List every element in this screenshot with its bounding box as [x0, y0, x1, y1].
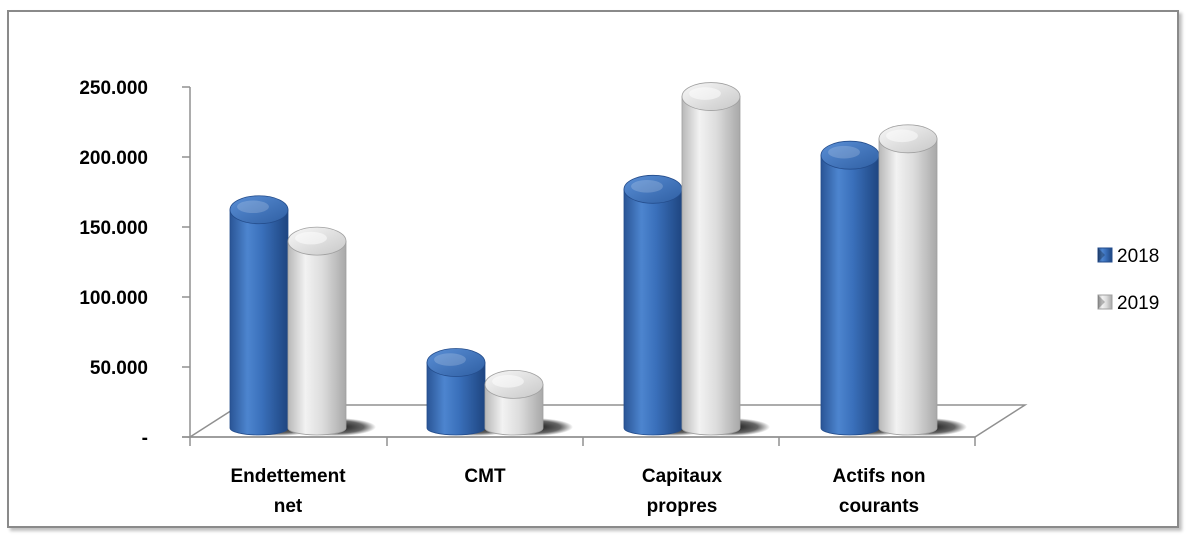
chart-frame [7, 10, 1179, 528]
bar-top [229, 195, 289, 225]
bar-body [681, 96, 741, 436]
y-tick-label: 100.000 [79, 288, 148, 309]
bar-body [820, 154, 880, 436]
legend-item-2019: 2019 [1097, 293, 1159, 314]
legend-item-2018: 2018 [1097, 246, 1159, 267]
bar-body [623, 188, 683, 436]
legend-swatch [1097, 247, 1113, 263]
bar-highlight [237, 200, 269, 214]
legend-label: 2018 [1117, 246, 1159, 267]
bar-highlight [828, 145, 860, 159]
bar-top [426, 348, 486, 377]
bar-2019 [287, 226, 376, 436]
bar-highlight [434, 353, 466, 366]
y-tick-label: 50.000 [90, 358, 148, 379]
x-tick-label: Endettement [230, 466, 346, 487]
x-tick-label: courants [839, 496, 919, 517]
y-tick-label: 200.000 [79, 148, 148, 169]
bar-body [229, 209, 289, 436]
bars [229, 82, 967, 436]
legend-label: 2019 [1117, 293, 1159, 314]
bar-highlight [886, 129, 918, 143]
y-tick-label: 150.000 [79, 218, 148, 239]
legend-swatch-bevel [1098, 295, 1105, 309]
x-tick-label: propres [647, 496, 718, 517]
bar-highlight [492, 375, 524, 388]
bar-2018 [623, 174, 712, 436]
x-tick-label: Capitaux [642, 466, 723, 487]
y-axis: - 50.000 100.000 150.000 200.000 250.000 [79, 78, 190, 449]
bar-2019 [484, 369, 573, 436]
bar-highlight [295, 231, 327, 245]
bar-body [484, 383, 544, 436]
bar-highlight [689, 87, 721, 100]
bar-highlight [631, 180, 663, 193]
bar-body [287, 240, 347, 436]
legend-swatch [1097, 294, 1113, 310]
legend: 2018 2019 [1097, 246, 1159, 314]
y-tick-label: - [142, 428, 148, 449]
bar-2019 [681, 82, 770, 436]
x-tick-label: CMT [464, 466, 506, 487]
x-tick-label: Actifs non [833, 466, 926, 487]
bar-body [878, 138, 938, 436]
x-axis: Endettement net CMT Capitaux propres Actifs n… [189, 437, 976, 517]
x-tick-label: net [274, 496, 303, 517]
legend-swatch-bevel [1098, 248, 1105, 262]
bar-2019 [878, 124, 967, 436]
bar-body [426, 362, 486, 436]
y-tick-label: 250.000 [79, 78, 148, 99]
